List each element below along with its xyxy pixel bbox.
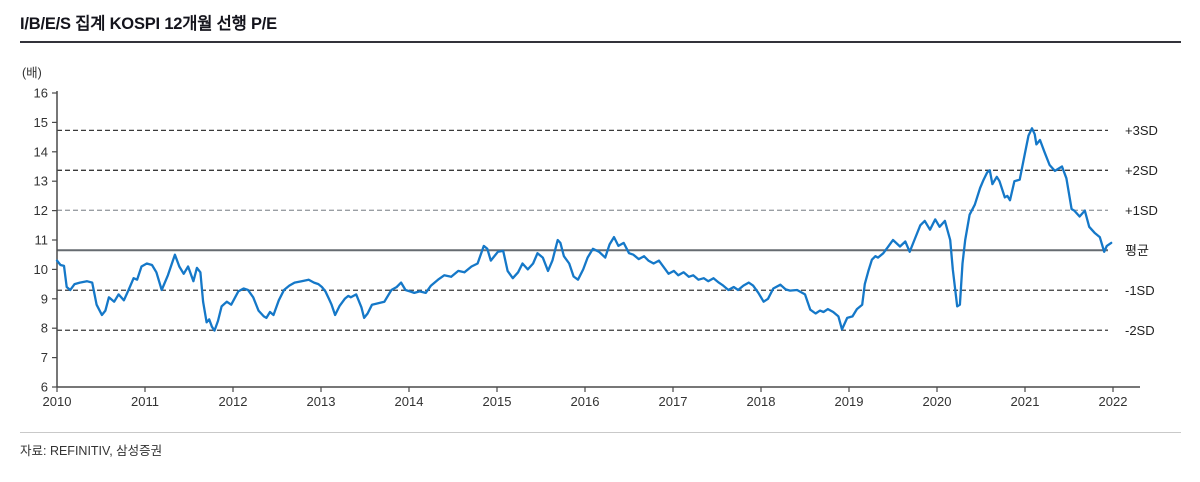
y-tick-label-16: 16 bbox=[34, 86, 48, 101]
x-tick-label-2015: 2015 bbox=[483, 394, 512, 409]
y-tick-label-15: 15 bbox=[34, 115, 48, 130]
y-tick-label-12: 12 bbox=[34, 203, 48, 218]
x-tick-label-2011: 2011 bbox=[131, 394, 159, 409]
y-tick-label-8: 8 bbox=[41, 321, 48, 336]
reference-label--1SD: -1SD bbox=[1125, 283, 1155, 298]
y-tick-label-10: 10 bbox=[34, 262, 48, 277]
x-tick-label-2014: 2014 bbox=[395, 394, 424, 409]
reference-label-+1SD: +1SD bbox=[1125, 203, 1158, 218]
x-tick-label-2017: 2017 bbox=[659, 394, 688, 409]
x-tick-label-2016: 2016 bbox=[571, 394, 600, 409]
y-axis-unit-label: (배) bbox=[22, 66, 42, 80]
source-note: 자료: REFINITIV, 삼성증권 bbox=[20, 444, 163, 458]
reference-label--2SD: -2SD bbox=[1125, 323, 1155, 338]
x-tick-label-2018: 2018 bbox=[747, 394, 776, 409]
y-tick-label-6: 6 bbox=[41, 380, 48, 395]
x-tick-label-2012: 2012 bbox=[219, 394, 248, 409]
x-tick-label-2021: 2021 bbox=[1011, 394, 1040, 409]
reference-label-+2SD: +2SD bbox=[1125, 163, 1158, 178]
series-line-KOSPI 12개월 선행 P/E bbox=[55, 127, 1113, 332]
x-tick-label-2013: 2013 bbox=[307, 394, 336, 409]
y-tick-label-7: 7 bbox=[41, 350, 48, 365]
y-tick-label-9: 9 bbox=[41, 291, 48, 306]
reference-label-평균: 평균 bbox=[1125, 243, 1149, 258]
title-divider bbox=[20, 41, 1181, 43]
x-tick-label-2020: 2020 bbox=[923, 394, 952, 409]
x-tick-label-2019: 2019 bbox=[835, 394, 864, 409]
y-tick-label-13: 13 bbox=[34, 174, 48, 189]
reference-label-+3SD: +3SD bbox=[1125, 123, 1158, 138]
x-tick-label-2010: 2010 bbox=[43, 394, 72, 409]
y-tick-label-11: 11 bbox=[35, 233, 49, 248]
y-tick-label-14: 14 bbox=[34, 144, 48, 159]
chart-title: I/B/E/S 집계 KOSPI 12개월 선행 P/E bbox=[20, 15, 277, 33]
footer-divider bbox=[20, 432, 1181, 433]
x-tick-label-2022: 2022 bbox=[1099, 394, 1128, 409]
